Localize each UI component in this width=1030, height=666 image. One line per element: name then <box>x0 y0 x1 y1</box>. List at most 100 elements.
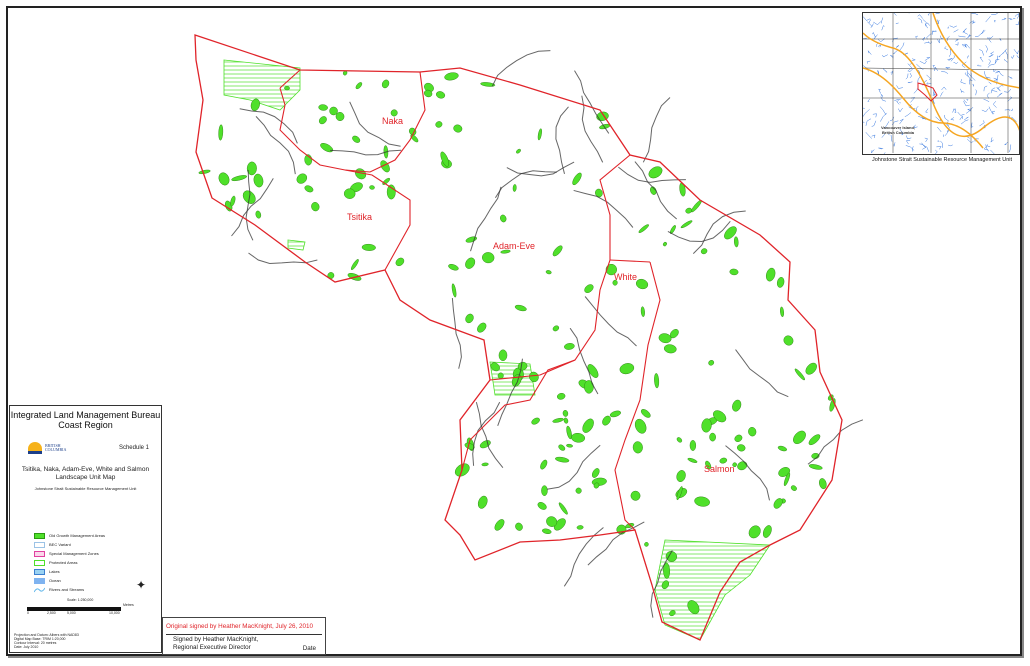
old-growth-area <box>591 468 600 478</box>
inset-stream <box>868 23 874 27</box>
old-growth-area <box>255 210 262 219</box>
inset-stream <box>922 80 928 86</box>
inset-stream <box>971 122 974 129</box>
inset-stream <box>867 50 872 55</box>
inset-stream <box>985 45 988 53</box>
inset-stream <box>875 43 878 47</box>
note: Projection and Datum: Albers with NAD83 <box>14 633 79 637</box>
old-growth-area <box>687 457 698 463</box>
old-growth-area <box>343 188 356 199</box>
inset-stream <box>958 35 966 38</box>
inset-stream <box>940 140 943 148</box>
old-growth-management-areas <box>198 70 836 617</box>
road <box>248 252 318 265</box>
old-growth-area <box>724 226 737 240</box>
inset-stream <box>966 108 972 112</box>
scale-bar: Scale: 1:250,000 0 2,500 5,000 10,000 Me… <box>27 598 147 616</box>
signature-block: Original signed by Heather MacKnight, Ju… <box>162 617 326 655</box>
inset-stream <box>907 63 913 72</box>
inset-stream <box>994 59 1000 64</box>
inset-stream <box>1008 18 1013 20</box>
inset-stream <box>926 74 931 81</box>
inset-stream <box>997 85 1004 90</box>
road <box>634 161 678 220</box>
old-growth-area <box>542 528 552 534</box>
inset-stream <box>999 71 1004 77</box>
inset-stream <box>901 131 904 136</box>
inset-stream <box>1009 144 1012 153</box>
inset-stream <box>899 118 904 125</box>
inset-stream <box>873 21 882 26</box>
inset-stream <box>894 99 901 101</box>
old-growth-area <box>680 220 693 229</box>
old-growth-area <box>477 322 487 333</box>
schedule-label: Schedule 1 <box>118 445 149 451</box>
old-growth-area <box>665 551 678 562</box>
inset-stream <box>988 81 992 85</box>
inset-stream <box>927 13 930 16</box>
inset-stream <box>944 46 949 51</box>
inset-stream <box>908 68 914 72</box>
old-growth-area <box>737 461 748 471</box>
label-tsitika: Tsitika <box>347 212 373 222</box>
legend-items: Old Growth Management Areas BEC Variant Sp… <box>10 531 161 594</box>
old-growth-area <box>424 89 433 98</box>
inset-stream <box>915 35 918 39</box>
old-growth-area <box>563 417 569 424</box>
legend-swatch <box>34 559 45 566</box>
inset-stream <box>963 99 967 103</box>
inset-stream <box>947 26 949 29</box>
map-title: Tsitika, Naka, Adam-Eve, White and Salmo… <box>10 466 161 482</box>
inset-stream <box>981 29 986 34</box>
inset-stream <box>966 136 971 139</box>
inset-stream <box>940 91 944 97</box>
inset-label-line1: Vancouver Island, <box>881 125 916 130</box>
old-growth-area <box>595 188 603 198</box>
legend-label: Protected Areas <box>49 560 78 565</box>
inset-stream <box>949 25 957 28</box>
signer-name: Signed by Heather MacKnight, Regional Ex… <box>163 636 325 651</box>
inset-stream <box>1004 50 1008 60</box>
label-salmon: Salmon <box>704 464 735 474</box>
boundary-white-top <box>609 259 651 263</box>
inset-stream <box>882 54 888 58</box>
inset-stream <box>1016 13 1019 19</box>
old-growth-area <box>593 482 600 489</box>
road <box>584 296 637 347</box>
legend-swatch <box>34 541 45 548</box>
inset-stream <box>905 73 909 80</box>
old-growth-area <box>605 263 617 276</box>
old-growth-area <box>490 362 500 372</box>
inset-stream <box>906 135 912 140</box>
inset-grid-line <box>863 67 1019 71</box>
inset-stream <box>953 29 959 33</box>
inset-stream <box>983 98 990 102</box>
old-growth-area <box>541 485 548 496</box>
old-growth-area <box>448 264 459 271</box>
inset-stream <box>964 72 969 77</box>
legend-item: Special Management Zones <box>34 549 161 558</box>
old-growth-area <box>571 432 586 443</box>
inset-stream <box>1003 59 1009 63</box>
old-growth-area <box>304 185 314 193</box>
old-growth-area <box>498 349 508 362</box>
inset-stream <box>880 94 884 98</box>
inset-stream <box>867 19 871 24</box>
inset-stream <box>913 88 919 94</box>
inset-stream <box>963 101 970 107</box>
inset-label: Vancouver Island, British Columbia <box>881 125 915 135</box>
old-growth-area <box>566 425 572 440</box>
road <box>692 210 746 254</box>
old-growth-area <box>410 134 419 143</box>
inset-stream <box>916 63 924 70</box>
inset-stream <box>911 58 917 61</box>
inset-stream <box>975 89 977 96</box>
map-notes: Projection and Datum: Albers with NAD83 … <box>14 633 79 649</box>
old-growth-area <box>732 399 742 412</box>
road <box>239 108 298 144</box>
old-growth-area <box>465 257 476 269</box>
inset-stream <box>954 108 957 114</box>
inset-stream <box>983 85 988 92</box>
old-growth-area <box>515 522 523 531</box>
old-growth-area <box>537 128 542 141</box>
